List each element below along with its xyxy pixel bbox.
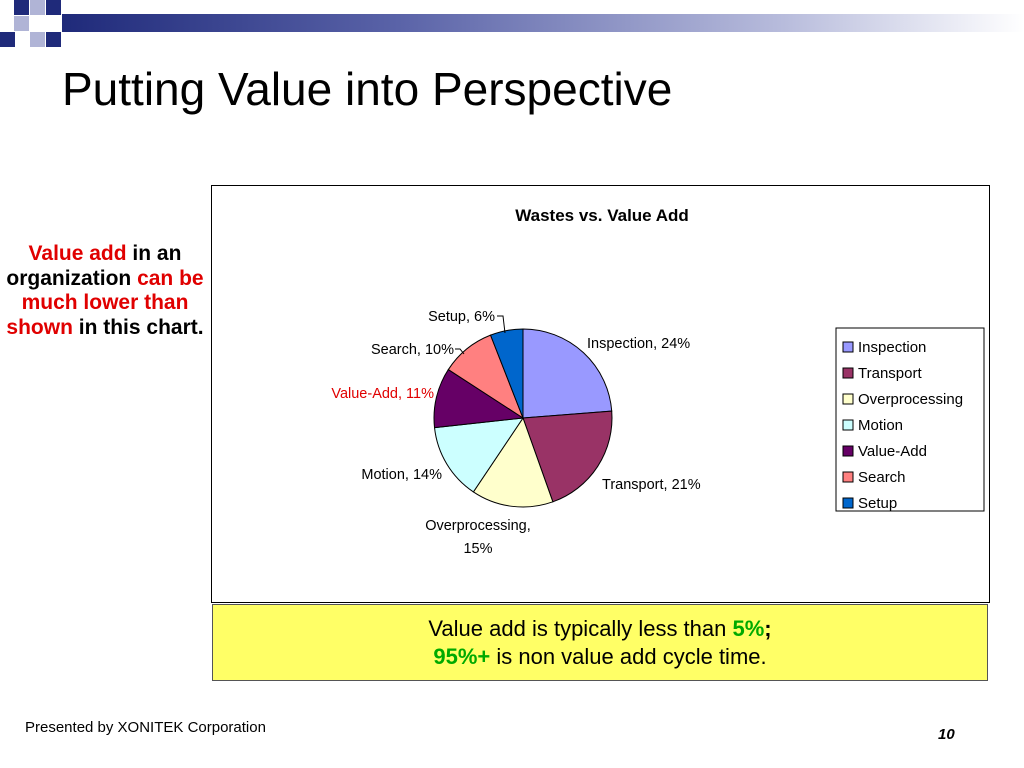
legend-label-motion: Motion bbox=[858, 417, 903, 434]
chart-title: Wastes vs. Value Add bbox=[515, 206, 689, 225]
callout-highlight-1: 5% bbox=[732, 616, 765, 641]
legend-label-value-add: Value-Add bbox=[858, 443, 927, 460]
pie-slice-inspection bbox=[522, 328, 613, 419]
decor-square bbox=[14, 0, 29, 15]
callout-text-2: is non value add cycle time. bbox=[490, 644, 767, 669]
legend-swatch-overprocessing bbox=[842, 393, 854, 405]
legend-swatch-motion bbox=[842, 419, 854, 431]
data-label-value-add: Value-Add, 11% bbox=[331, 386, 434, 402]
decor-square bbox=[46, 32, 61, 47]
data-label-transport: Transport, 21% bbox=[602, 477, 701, 493]
side-note-highlight-2: can be much lower than shown bbox=[6, 266, 204, 339]
decor-square bbox=[0, 32, 15, 47]
data-label-inspection: Inspection, 24% bbox=[587, 336, 690, 352]
leader-line-search bbox=[455, 348, 465, 355]
side-note-text-1: in an organization bbox=[6, 242, 182, 290]
chart-frame: Wastes vs. Value Add Inspection, 24% Tran… bbox=[211, 185, 990, 603]
callout-line-2: 95%+ is non value add cycle time. bbox=[213, 643, 987, 671]
decor-square bbox=[30, 32, 45, 47]
slide-title: Putting Value into Perspective bbox=[62, 63, 673, 115]
legend-label-search: Search bbox=[858, 469, 906, 486]
callout-semicolon: ; bbox=[764, 616, 772, 641]
legend-box bbox=[835, 327, 985, 512]
chart-legend: Inspection Transport Overprocessing Motion V… bbox=[835, 327, 985, 512]
decor-square bbox=[14, 16, 29, 31]
pie-slice-motion bbox=[433, 417, 525, 493]
decor-square bbox=[46, 0, 61, 15]
side-note-highlight-1: Value add bbox=[28, 242, 127, 265]
legend-label-overprocessing: Overprocessing bbox=[858, 391, 963, 408]
callout-text-1: Value add is typically less than bbox=[428, 616, 733, 641]
side-note-text-2: in this chart. bbox=[72, 315, 204, 339]
legend-label-transport: Transport bbox=[858, 365, 922, 382]
data-label-overprocessing: Overprocessing, 15% bbox=[425, 518, 531, 557]
data-label-setup: Setup, 6% bbox=[428, 309, 495, 325]
legend-swatch-transport bbox=[842, 367, 854, 379]
pie-slice-setup bbox=[489, 328, 524, 419]
page-number: 10 bbox=[938, 726, 955, 743]
decorative-header bbox=[0, 0, 1024, 60]
footer-text: Presented by XONITEK Corporation bbox=[25, 719, 266, 736]
callout-box: Value add is typically less than 5%; 95%… bbox=[212, 604, 988, 681]
header-gradient-band bbox=[62, 14, 1024, 32]
callout-line-1: Value add is typically less than 5%; bbox=[213, 615, 987, 643]
pie-slice-overprocessing bbox=[472, 416, 554, 508]
legend-swatch-setup bbox=[842, 497, 854, 509]
legend-label-inspection: Inspection bbox=[858, 339, 926, 356]
decor-square bbox=[30, 0, 45, 15]
data-label-motion: Motion, 14% bbox=[361, 467, 442, 483]
side-note: Value add in an organization can be much… bbox=[6, 242, 204, 340]
data-label-search: Search, 10% bbox=[371, 342, 454, 358]
legend-swatch-inspection bbox=[842, 341, 854, 353]
callout-highlight-2: 95%+ bbox=[433, 644, 491, 669]
legend-label-setup: Setup bbox=[858, 495, 897, 512]
legend-swatch-search bbox=[842, 471, 854, 483]
pie-chart: Wastes vs. Value Add Inspection, 24% Tran… bbox=[331, 206, 985, 557]
legend-swatch-value-add bbox=[842, 445, 854, 457]
leader-line-setup bbox=[497, 315, 506, 334]
